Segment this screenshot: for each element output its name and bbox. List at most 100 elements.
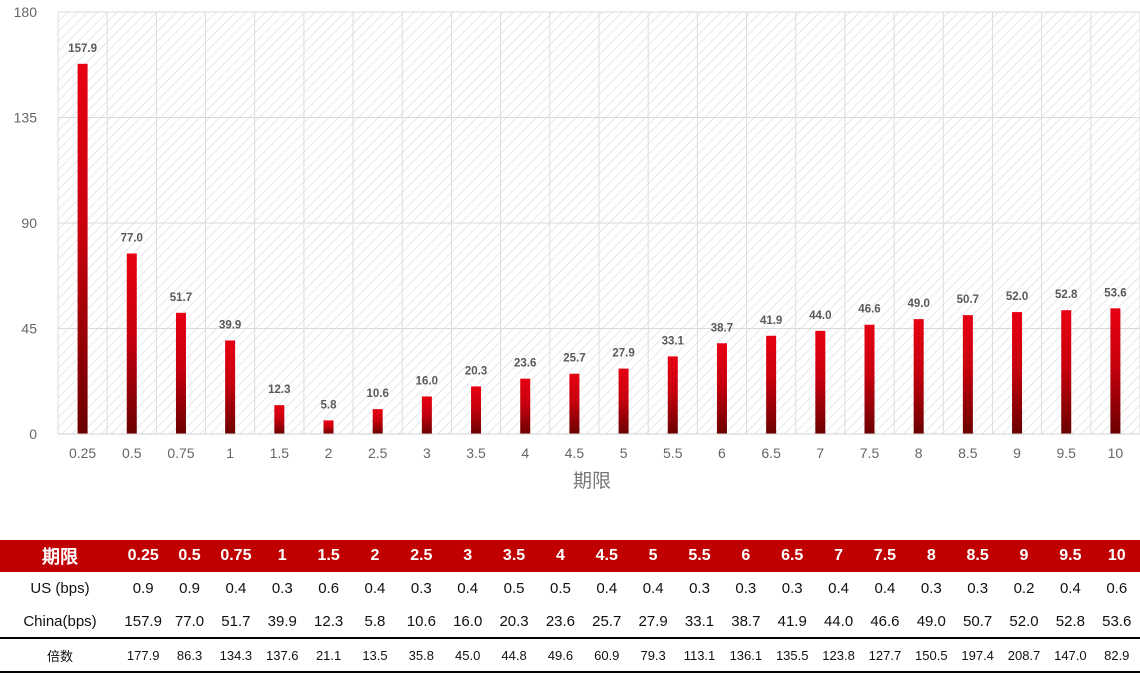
data-label: 157.9 xyxy=(68,43,97,55)
bar xyxy=(716,343,727,434)
x-tick-label: 5 xyxy=(620,445,628,461)
table-header-cell: 8 xyxy=(926,547,936,564)
table-cell: 0.4 xyxy=(642,580,664,597)
table-cell: 49.0 xyxy=(916,612,946,630)
bar-chart: 157.9 77.0 51.7 39.9 12.3 5.8 10.6 16.0 20.3 23.6… xyxy=(14,4,1140,492)
table-row: US (bps) 0.9 0.9 0.4 0.3 0.6 0.4 0.3 0.4 0.5 0.5 0.… xyxy=(0,572,1140,605)
table-cell: 0.3 xyxy=(781,580,803,597)
data-label: 25.7 xyxy=(563,353,585,365)
table-cell: 33.1 xyxy=(684,612,715,630)
table-cell: 35.8 xyxy=(408,647,434,663)
table-header-cell: 5.5 xyxy=(688,547,711,564)
table-cell: 21.1 xyxy=(315,647,342,663)
data-label: 49.0 xyxy=(907,298,929,310)
bar xyxy=(126,253,137,434)
y-tick-label: 90 xyxy=(21,215,37,231)
table-header-cell: 0.25 xyxy=(127,547,159,564)
table-cell: 0.6 xyxy=(1106,580,1128,597)
bar xyxy=(913,319,924,434)
table-header-cell: 9.5 xyxy=(1059,547,1082,564)
data-label: 33.1 xyxy=(662,335,685,347)
x-tick-label: 7 xyxy=(816,445,824,461)
data-table: 期限 0.25 0.5 0.75 1 1.5 2 2.5 3 3.5 4 4.5 5 5.5 6 6.5 7 7… xyxy=(0,540,1140,673)
table-cell: 147.0 xyxy=(1054,647,1087,663)
bar xyxy=(175,312,186,434)
x-tick-label: 0.75 xyxy=(167,445,194,461)
bar xyxy=(1012,312,1023,434)
data-label: 23.6 xyxy=(514,358,536,370)
data-label: 52.0 xyxy=(1006,291,1028,303)
x-axis-title: 期限 xyxy=(573,470,611,492)
data-label: 53.6 xyxy=(1104,287,1126,299)
table-cell: 46.6 xyxy=(870,612,900,630)
data-label: 10.6 xyxy=(366,388,388,400)
table-header-cell: 4.5 xyxy=(595,547,618,564)
table-cell: 0.4 xyxy=(1059,580,1081,597)
table-cell: 135.5 xyxy=(775,647,809,663)
data-label: 27.9 xyxy=(612,348,634,360)
x-tick-label: 1 xyxy=(226,445,234,461)
y-tick-label: 180 xyxy=(14,4,38,20)
bar xyxy=(274,405,285,434)
table-cell: 0.3 xyxy=(920,580,942,597)
table-row-label: China(bps) xyxy=(23,612,97,630)
table-cell: 137.6 xyxy=(265,647,299,663)
table-cell: 45.0 xyxy=(455,647,481,663)
table-cell: 5.8 xyxy=(364,612,386,630)
axes: 0 45 90 135 180 0.25 0.5 0.75 1 1.5 2 2.5 3 3.5 4 4.5 5 5… xyxy=(14,4,1140,461)
table-cell: 0.4 xyxy=(457,580,479,597)
x-tick-label: 0.25 xyxy=(69,445,96,461)
table-cell: 49.6 xyxy=(547,647,574,663)
table-cell: 0.3 xyxy=(735,580,757,597)
table-header-cell: 4 xyxy=(555,547,565,564)
table-cell: 0.5 xyxy=(503,580,525,597)
x-tick-label: 0.5 xyxy=(122,445,142,461)
table-cell: 52.8 xyxy=(1055,612,1085,630)
table-header-cell: 2 xyxy=(370,547,380,564)
data-label: 39.9 xyxy=(219,319,241,331)
table-row: 倍数 177.9 86.3 134.3 137.6 21.1 13.5 35.8 45.0 44.… xyxy=(0,638,1140,672)
table-header-cell: 0.5 xyxy=(178,547,201,564)
bar xyxy=(667,356,678,434)
table-cell: 16.0 xyxy=(453,612,483,630)
x-tick-label: 7.5 xyxy=(860,445,880,461)
table-cell: 27.9 xyxy=(638,612,668,630)
chart-area: 157.9 77.0 51.7 39.9 12.3 5.8 10.6 16.0 20.3 23.6… xyxy=(14,4,1140,492)
bar xyxy=(471,386,482,434)
y-tick-label: 0 xyxy=(29,426,37,442)
table-cell: 127.7 xyxy=(868,647,902,663)
x-tick-label: 3 xyxy=(423,445,431,461)
table-cell: 0.6 xyxy=(318,580,340,597)
data-label: 12.3 xyxy=(268,384,290,396)
table-header-cell: 3.5 xyxy=(502,547,526,564)
table-cell: 150.5 xyxy=(915,647,948,663)
x-tick-label: 3.5 xyxy=(466,445,486,461)
table-cell: 20.3 xyxy=(499,612,529,630)
bar xyxy=(1110,308,1121,434)
x-tick-label: 10 xyxy=(1108,445,1124,461)
bar xyxy=(766,335,777,434)
table-header-cell: 9 xyxy=(1019,547,1029,564)
table-cell: 77.0 xyxy=(174,612,205,630)
table-cell: 60.9 xyxy=(594,647,620,663)
table-cell: 123.8 xyxy=(822,647,855,663)
table-cell: 12.3 xyxy=(314,612,344,630)
bar xyxy=(1061,310,1072,434)
bar xyxy=(225,340,236,434)
data-label: 16.0 xyxy=(416,375,438,387)
bar xyxy=(962,315,973,434)
table-cell: 177.9 xyxy=(126,647,160,663)
table-header-cell: 7 xyxy=(834,547,844,564)
y-tick-label: 45 xyxy=(21,321,37,337)
bar xyxy=(520,378,531,434)
data-label: 51.7 xyxy=(170,292,192,304)
x-tick-label: 8.5 xyxy=(958,445,978,461)
table-header-cell: 3 xyxy=(463,547,473,564)
x-tick-label: 8 xyxy=(915,445,923,461)
table-header-cell: 8.5 xyxy=(966,547,989,564)
table-cell: 52.0 xyxy=(1009,612,1039,630)
data-label: 52.8 xyxy=(1055,289,1078,301)
bar xyxy=(77,63,88,434)
bar xyxy=(864,324,875,434)
table-header-cell: 5 xyxy=(648,547,658,564)
